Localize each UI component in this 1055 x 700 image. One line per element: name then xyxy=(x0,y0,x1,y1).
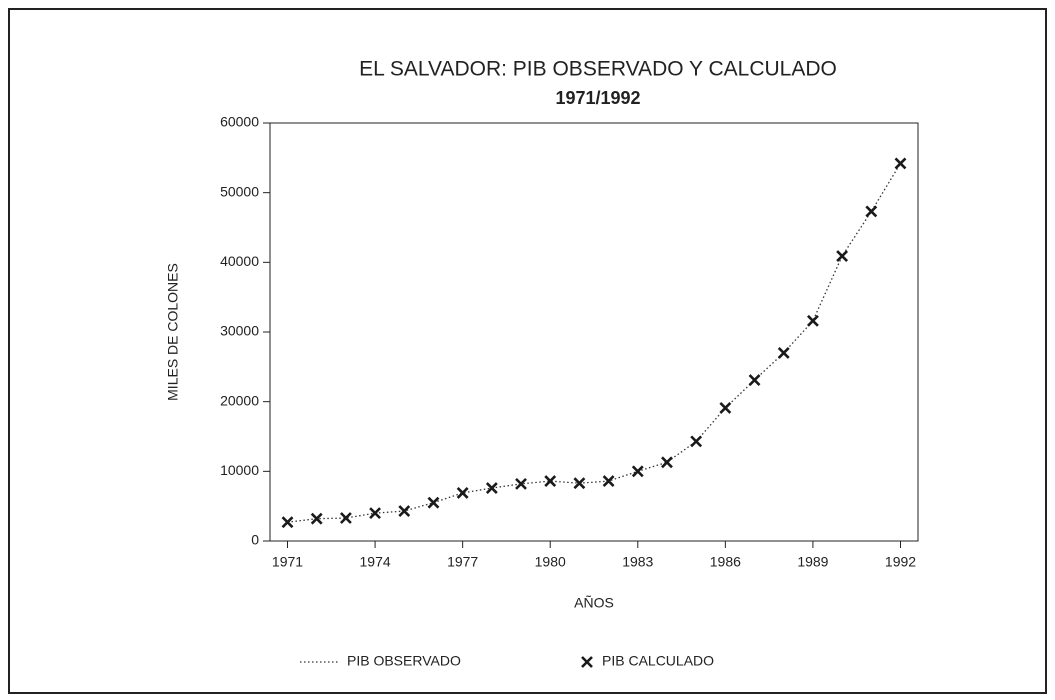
marker xyxy=(581,656,593,668)
marker xyxy=(719,402,732,414)
y-tick-label: 50000 xyxy=(220,183,259,199)
marker xyxy=(894,157,907,170)
x-tick-label: 1983 xyxy=(622,554,653,570)
legend-label: PIB CALCULADO xyxy=(602,653,714,669)
x-tick-label: 1980 xyxy=(535,554,566,570)
x-tick-label: 1992 xyxy=(885,554,916,570)
chart-subtitle: 1971/1992 xyxy=(555,88,640,108)
marker xyxy=(748,374,761,386)
y-tick-label: 0 xyxy=(251,532,259,548)
frame xyxy=(8,8,1047,694)
marker xyxy=(777,346,790,359)
marker xyxy=(573,477,586,490)
marker xyxy=(456,487,469,499)
plot-area xyxy=(269,122,919,542)
y-tick-label: 10000 xyxy=(220,462,259,478)
marker xyxy=(515,477,527,490)
marker xyxy=(544,475,557,488)
marker xyxy=(398,505,411,517)
chart-title: EL SALVADOR: PIB OBSERVADO Y CALCULADO xyxy=(359,58,837,81)
y-tick-label: 60000 xyxy=(220,114,259,130)
marker xyxy=(865,205,878,218)
y-axis-label: MILES DE COLONES xyxy=(165,263,181,401)
marker xyxy=(602,475,615,488)
marker xyxy=(661,456,673,469)
marker xyxy=(310,512,323,525)
marker xyxy=(339,512,352,524)
series-line xyxy=(287,163,902,523)
marker xyxy=(281,516,294,529)
marker xyxy=(836,250,849,262)
marker xyxy=(369,507,382,520)
y-tick-label: 40000 xyxy=(220,253,259,269)
legend-label: PIB OBSERVADO xyxy=(347,653,461,669)
x-axis-label: AÑOS xyxy=(574,595,614,611)
x-tick-label: 1989 xyxy=(797,554,828,570)
marker xyxy=(427,496,440,509)
marker xyxy=(485,482,498,494)
x-tick-label: 1977 xyxy=(447,554,478,570)
marker xyxy=(631,465,644,478)
marker xyxy=(806,314,819,327)
y-tick-label: 30000 xyxy=(220,323,259,339)
x-tick-label: 1971 xyxy=(272,554,303,570)
y-tick-label: 20000 xyxy=(220,392,259,408)
x-tick-label: 1974 xyxy=(360,554,391,570)
marker xyxy=(690,435,703,448)
x-tick-label: 1986 xyxy=(710,554,741,570)
